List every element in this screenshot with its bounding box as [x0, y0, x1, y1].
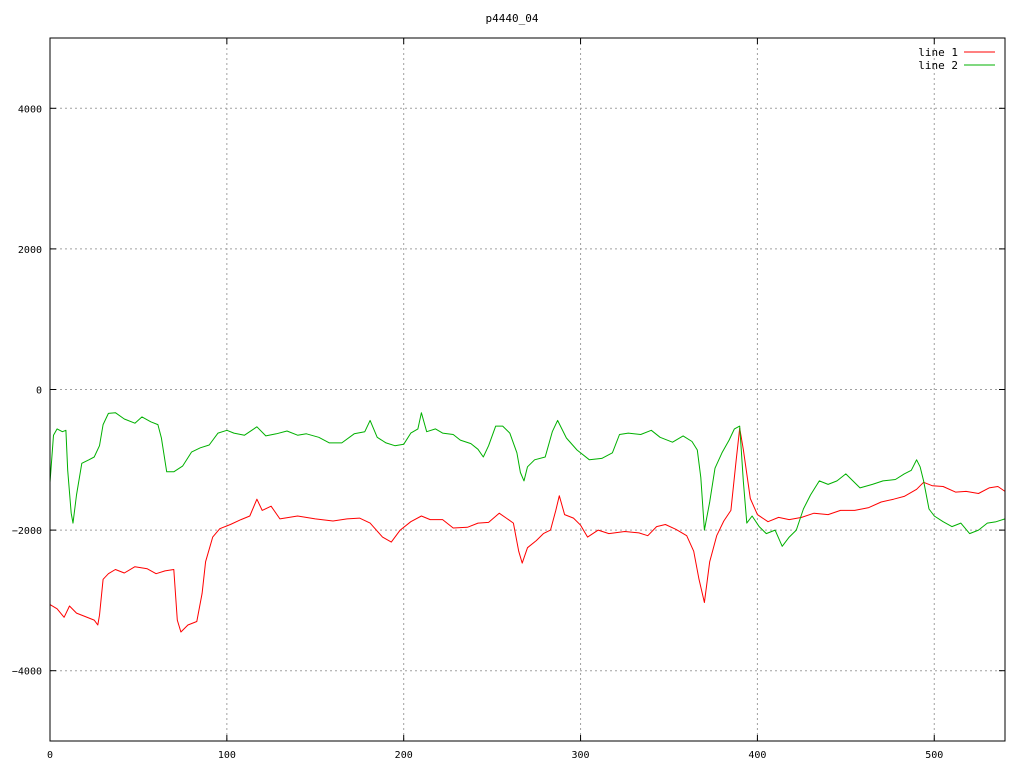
axis-ticks: 0 100 200 300 400 500 −4000 −2000 0 2000 4000: [12, 38, 1005, 761]
series-line-2: [49, 412, 1006, 547]
y-tick-label: −2000: [12, 526, 42, 537]
y-tick-label: 2000: [18, 245, 42, 256]
plot-frame: [49, 37, 1006, 742]
legend-label-1: line 1: [918, 46, 958, 59]
y-tick-label: −4000: [12, 667, 42, 678]
x-tick-label: 200: [395, 750, 413, 761]
y-tick-label: 0: [36, 386, 42, 397]
chart-title: p4440_04: [486, 12, 539, 25]
x-tick-label: 0: [47, 750, 53, 761]
x-tick-label: 400: [748, 750, 766, 761]
x-tick-label: 500: [925, 750, 943, 761]
legend-label-2: line 2: [918, 59, 958, 72]
x-tick-label: 100: [218, 750, 236, 761]
x-tick-label: 300: [572, 750, 590, 761]
series-lines: [49, 412, 1006, 633]
y-tick-label: 4000: [18, 104, 42, 115]
grid-lines: [50, 38, 1005, 741]
series-line-1: [49, 427, 1006, 633]
